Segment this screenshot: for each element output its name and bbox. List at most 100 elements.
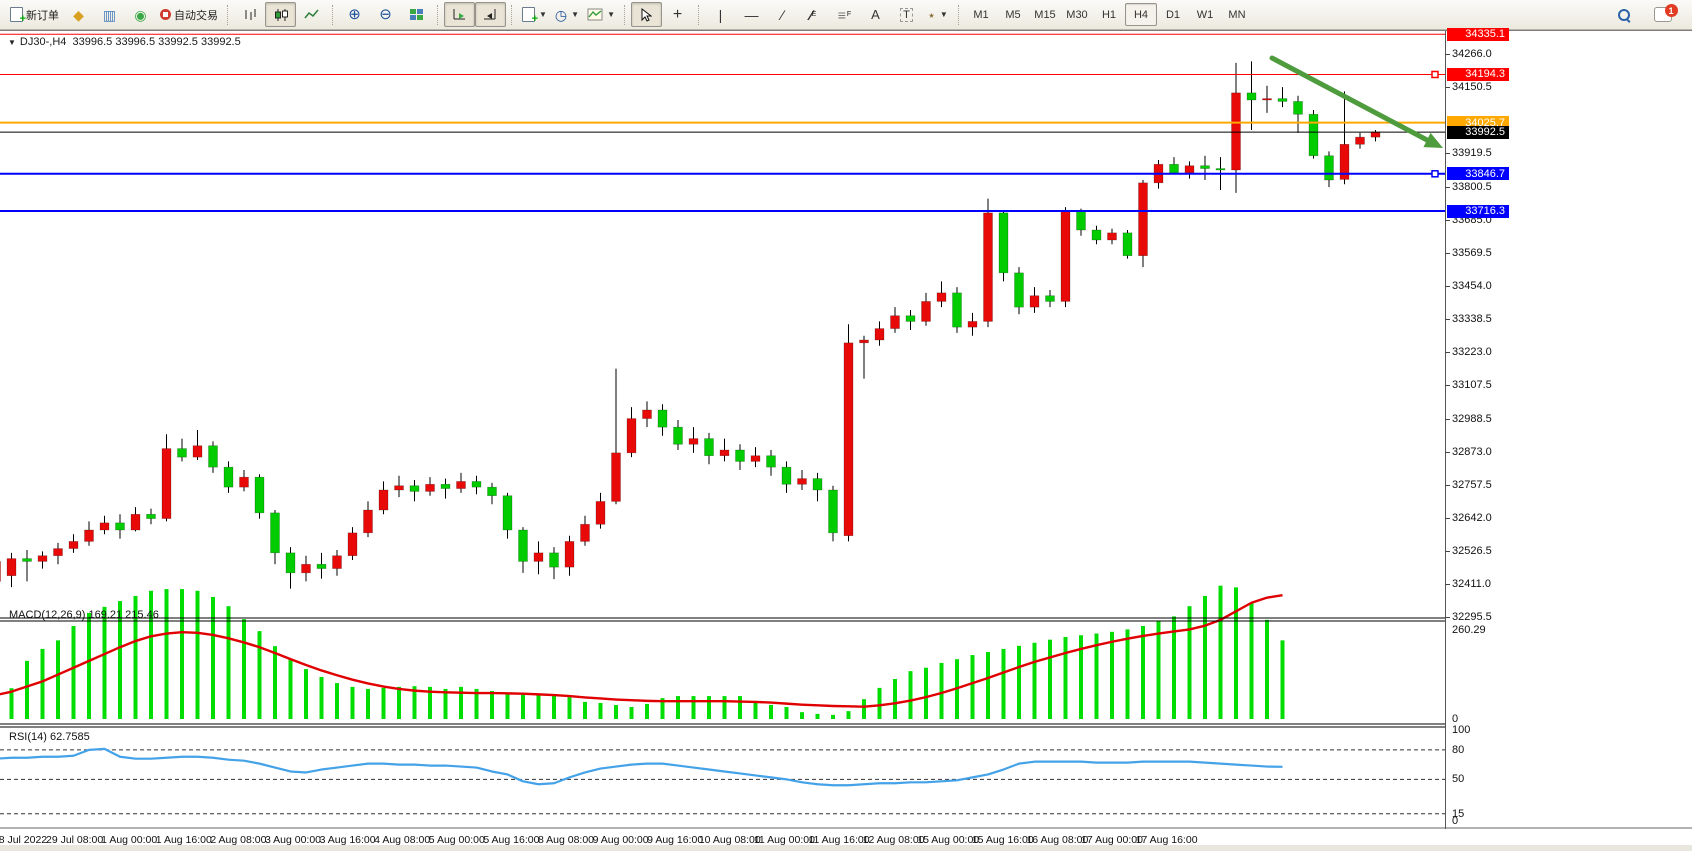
channel-tool-button[interactable]: ∕∕E (798, 2, 829, 27)
price-tick-label: 32757.5 (1452, 479, 1492, 491)
zoom-in-button[interactable]: ⊕ (339, 2, 370, 27)
time-axis-label: 9 Aug 00:00 (592, 834, 649, 846)
text-label-icon: T (900, 7, 913, 22)
timeframe-m15-button[interactable]: M15 (1034, 8, 1056, 21)
price-tick-mark (1445, 286, 1450, 287)
price-tick-label: 34150.5 (1452, 81, 1492, 93)
channel-subscript-label: E (811, 11, 817, 18)
time-axis-label: 2 Aug 08:00 (210, 834, 267, 846)
price-tick-label: 33223.0 (1452, 346, 1492, 358)
arrows-tool-button[interactable]: ⋆ ▼ (922, 2, 953, 27)
price-tick-mark (1445, 385, 1450, 386)
timeframe-m30-button[interactable]: M30 (1066, 8, 1088, 21)
timeframe-m5-button[interactable]: M5 (1005, 8, 1021, 21)
auto-scroll-button[interactable] (444, 2, 475, 27)
chart-window: ▼ DJ30-,H4 33996.5 33996.5 33992.5 33992.… (0, 27, 1692, 846)
notification-badge: 1 (1664, 4, 1678, 17)
timeframe-d1-button[interactable]: D1 (1165, 8, 1181, 21)
candlestick-chart-icon (274, 8, 288, 21)
cursor-icon (641, 7, 653, 22)
navigator-button[interactable]: ◉ (125, 2, 156, 27)
crosshair-tool-button[interactable]: + (662, 2, 693, 27)
notifications-button[interactable]: 1 (1647, 2, 1678, 27)
market-watch-button[interactable]: ◆ (63, 2, 94, 27)
price-tick-label: 34266.0 (1452, 48, 1492, 60)
macd-tick-label: 0 (1452, 713, 1459, 725)
quote-ohlc-label: 33996.5 33996.5 33992.5 33992.5 (72, 36, 241, 48)
tile-windows-button[interactable] (401, 2, 432, 27)
horizontal-line-icon: — (744, 6, 759, 23)
chart-title: ▼ DJ30-,H4 33996.5 33996.5 33992.5 33992.… (8, 36, 241, 48)
profiles-button[interactable]: ◷ ▼ (551, 2, 583, 27)
macd-indicator-label: MACD(12,26,9) 169.21 215.46 (9, 609, 159, 621)
price-tick-mark (1445, 617, 1450, 618)
macd-tick-label: 260.29 (1452, 624, 1486, 636)
line-chart-icon (304, 9, 319, 19)
market-watch-icon: ◆ (73, 6, 84, 23)
new-order-icon: + (10, 7, 26, 25)
timeframe-h4-button[interactable]: H4 (1124, 3, 1157, 26)
vertical-line-icon: | (718, 6, 723, 23)
price-tick-mark (1445, 518, 1450, 519)
rsi-tick-label: 0 (1452, 815, 1459, 827)
shapes-icon: ⋆ (927, 6, 936, 23)
auto-scroll-icon (453, 9, 465, 20)
price-tick-label: 33919.5 (1452, 147, 1492, 159)
price-tick-mark (1445, 220, 1450, 221)
chevron-down-icon: ▼ (939, 10, 948, 19)
clock-icon: ◷ (554, 6, 568, 23)
time-axis-label: 17 Aug 16:00 (1135, 834, 1198, 846)
price-tick-mark (1445, 54, 1450, 55)
timeframe-w1-button[interactable]: W1 (1196, 8, 1214, 21)
new-chart-icon: + (522, 7, 538, 25)
search-button[interactable] (1608, 2, 1639, 27)
fibonacci-tool-button[interactable]: ≡ F (829, 2, 860, 27)
autotrade-stop-icon (160, 9, 171, 20)
price-tick-mark (1445, 187, 1450, 188)
symbol-period-label: DJ30-,H4 (19, 36, 67, 48)
price-tick-mark (1445, 352, 1450, 353)
timeframe-h1-button[interactable]: H1 (1101, 8, 1117, 21)
autotrade-label: 自动交易 (174, 9, 218, 22)
price-tick-label: 32873.0 (1452, 446, 1492, 458)
time-axis-label: 5 Aug 16:00 (483, 834, 540, 846)
cursor-tool-button[interactable] (630, 2, 662, 27)
new-chart-button[interactable]: + ▼ (518, 2, 551, 27)
timeframe-m1-button[interactable]: M1 (973, 8, 989, 21)
price-tick-mark (1445, 253, 1450, 254)
rsi-tick-label: 50 (1452, 773, 1465, 786)
new-order-button[interactable]: + 新订单 (6, 2, 63, 27)
price-tick-label: 33569.5 (1452, 247, 1492, 259)
time-axis-label: 11 Aug 00:00 (753, 834, 815, 846)
line-chart-button[interactable] (296, 2, 327, 27)
time-axis-label: 3 Aug 16:00 (319, 834, 376, 846)
candlestick-chart-button[interactable] (265, 2, 296, 27)
chevron-down-icon: ▼ (571, 10, 580, 19)
text-tool-button[interactable]: A (860, 2, 891, 27)
time-axis-label: 17 Aug 00:00 (1081, 834, 1143, 846)
trendline-tool-button[interactable]: ∕ (767, 2, 798, 27)
indicators-icon (587, 8, 603, 21)
symbol-dropdown-icon[interactable]: ▼ (8, 38, 16, 47)
indicators-button[interactable]: ▼ (583, 2, 619, 27)
data-window-button[interactable]: ▥ (94, 2, 125, 27)
horizontal-line-tool-button[interactable]: — (736, 2, 767, 27)
data-window-icon: ▥ (102, 6, 117, 23)
bar-chart-button[interactable] (234, 2, 265, 27)
autotrade-button[interactable]: 自动交易 (156, 2, 222, 27)
time-axis-label: 1 Aug 16:00 (155, 834, 212, 846)
price-tick-mark (1445, 153, 1450, 154)
vertical-line-tool-button[interactable]: | (705, 2, 736, 27)
price-tick-mark (1445, 485, 1450, 486)
text-label-tool-button[interactable]: T (891, 2, 922, 27)
new-order-label: 新订单 (26, 9, 59, 22)
tile-windows-icon (410, 9, 423, 20)
rsi-indicator-label: RSI(14) 62.7585 (9, 731, 90, 743)
zoom-out-button[interactable]: ⊖ (370, 2, 401, 27)
price-line-label: 33992.5 (1447, 125, 1509, 139)
price-tick-label: 32526.5 (1452, 545, 1492, 557)
price-tick-mark (1445, 551, 1450, 552)
timeframe-mn-button[interactable]: MN (1228, 8, 1246, 21)
time-axis-label: 10 Aug 08:00 (698, 834, 761, 846)
chart-shift-button[interactable] (475, 2, 506, 27)
